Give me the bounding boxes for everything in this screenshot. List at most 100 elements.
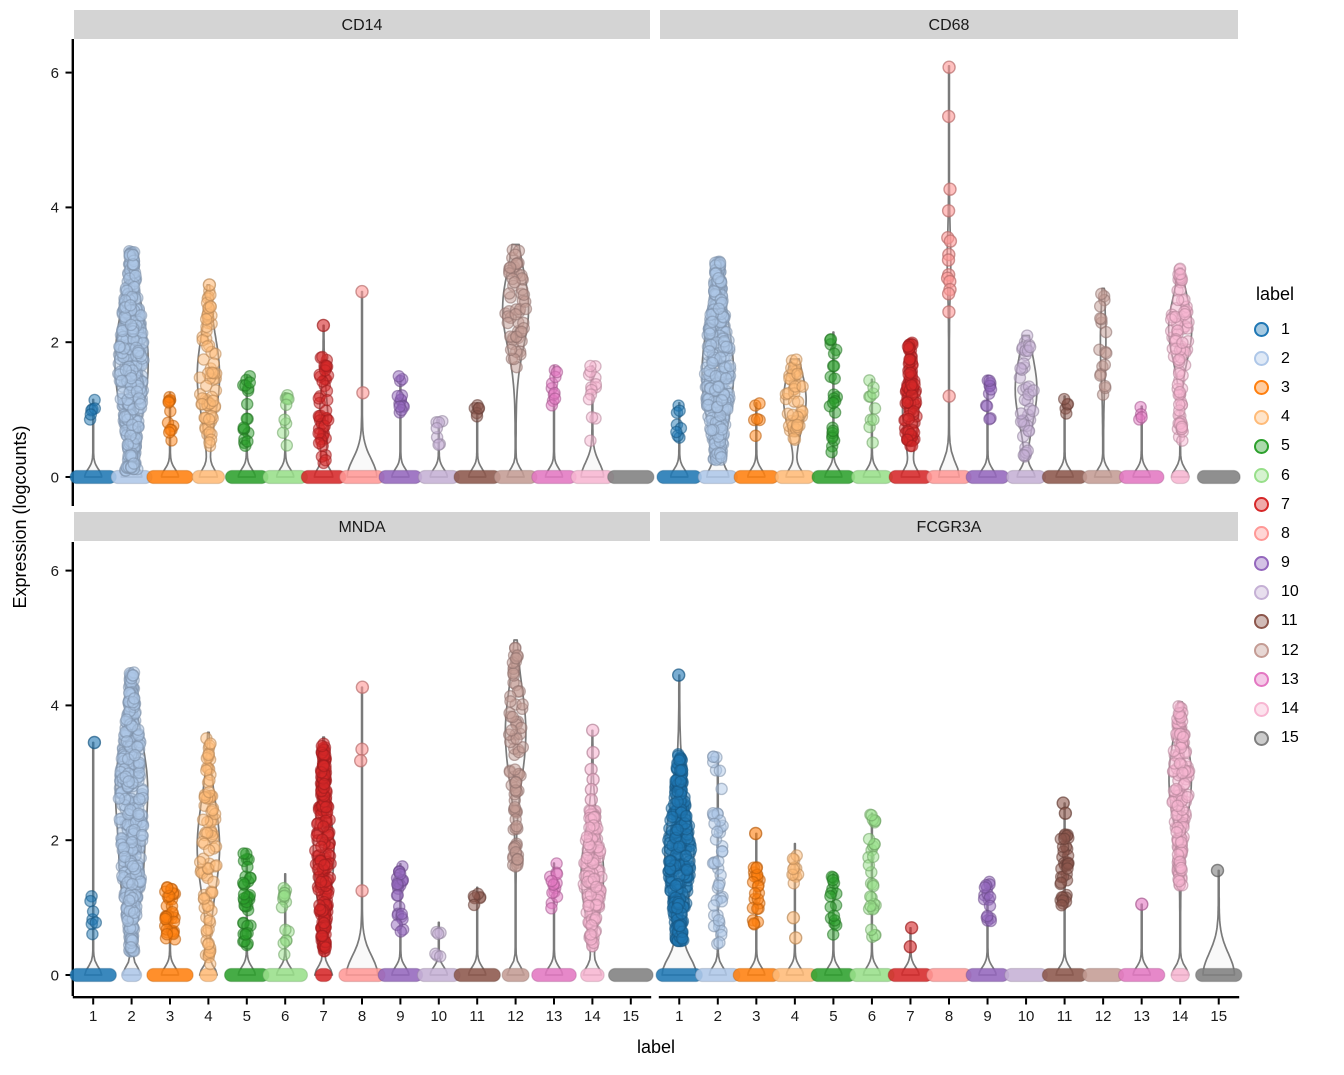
expression-dot xyxy=(791,367,804,381)
expression-dot xyxy=(669,879,682,892)
expression-dot xyxy=(129,269,142,283)
expression-dot xyxy=(241,860,254,874)
facet-strip-CD14 xyxy=(74,10,650,39)
expression-dot xyxy=(128,692,141,705)
expression-dot xyxy=(276,426,290,439)
expression-dot xyxy=(206,366,219,380)
expression-dot xyxy=(355,284,369,299)
expression-dot xyxy=(316,318,331,333)
x-tick-label: 4 xyxy=(791,1008,799,1025)
legend-label: 14 xyxy=(1281,700,1299,718)
expression-dot xyxy=(673,404,686,417)
expression-dot xyxy=(1098,379,1112,393)
expression-dot xyxy=(501,316,515,330)
expression-dot xyxy=(118,850,131,863)
expression-dot xyxy=(941,204,956,218)
y-tick-label: 6 xyxy=(51,563,59,580)
expression-dot xyxy=(670,425,683,439)
violin-CD14-13 xyxy=(531,363,577,485)
zero-expression-bar xyxy=(120,967,143,983)
expression-dot xyxy=(504,343,518,357)
expression-dot xyxy=(1175,420,1189,434)
violin-CD68-5 xyxy=(811,331,856,485)
expression-dot xyxy=(86,905,100,918)
expression-dot xyxy=(199,313,213,326)
legend-entry-14: 14 xyxy=(1254,694,1344,723)
expression-dot xyxy=(317,820,330,833)
legend-label: 5 xyxy=(1281,437,1290,455)
expression-dot xyxy=(511,853,524,866)
legend-dot-icon xyxy=(1254,438,1269,454)
zero-expression-bar xyxy=(453,967,501,983)
expression-dot xyxy=(391,389,405,403)
expression-dot xyxy=(582,392,596,406)
expression-dot xyxy=(202,844,216,857)
expression-dot xyxy=(241,435,254,448)
expression-dot xyxy=(121,438,135,451)
expression-dot xyxy=(787,432,800,445)
violin-FCGR3A-3 xyxy=(732,826,781,983)
expression-dot xyxy=(355,742,369,756)
violin-CD14-5 xyxy=(224,369,269,485)
zero-expression-bar xyxy=(1195,967,1243,983)
expression-dot xyxy=(673,919,687,933)
expression-dot xyxy=(750,412,764,426)
legend-dot-icon xyxy=(1254,672,1269,688)
expression-dot xyxy=(826,396,840,410)
expression-dot xyxy=(279,923,292,937)
expression-dot xyxy=(508,801,522,814)
expression-dot xyxy=(203,957,217,971)
expression-dot xyxy=(866,850,880,863)
expression-dot xyxy=(943,182,957,196)
expression-dot xyxy=(319,941,332,954)
expression-dot xyxy=(204,737,217,750)
expression-dot xyxy=(903,940,917,954)
expression-dot xyxy=(201,340,214,353)
expression-dot xyxy=(942,389,956,403)
violin-FCGR3A-10 xyxy=(1004,967,1049,983)
zero-expression-bar xyxy=(849,967,895,983)
expression-dot xyxy=(312,436,326,450)
legend-entry-10: 10 xyxy=(1254,578,1344,607)
expression-dot xyxy=(356,386,370,400)
legend-label: 10 xyxy=(1281,583,1299,601)
zero-expression-bar xyxy=(733,469,780,485)
violin-CD68-4 xyxy=(774,353,816,485)
expression-dot xyxy=(1095,287,1108,301)
expression-dot xyxy=(132,420,145,434)
x-tick-label: 3 xyxy=(752,1008,760,1025)
legend-label: 6 xyxy=(1281,466,1290,484)
expression-dot xyxy=(867,413,880,426)
violin-CD14-14 xyxy=(570,359,615,485)
facet-title: MNDA xyxy=(338,519,385,536)
expression-dot xyxy=(321,413,335,427)
expression-dot xyxy=(680,809,693,823)
violin-CD14-1 xyxy=(69,393,117,485)
expression-dot xyxy=(747,917,761,930)
expression-dot xyxy=(315,739,329,753)
zero-expression-bar xyxy=(1005,469,1047,485)
expression-dot xyxy=(942,109,956,124)
violin-CD14-12 xyxy=(493,243,538,485)
expression-dot xyxy=(705,423,718,437)
expression-dot xyxy=(134,309,148,322)
violin-CD68-1 xyxy=(656,399,703,485)
expression-dot xyxy=(132,807,145,820)
expression-dot xyxy=(319,454,332,467)
expression-dot xyxy=(239,928,252,941)
violin-MNDA-11 xyxy=(453,886,501,983)
expression-dot xyxy=(237,888,251,901)
zero-expression-bar xyxy=(1041,967,1088,983)
expression-dot xyxy=(1176,766,1189,780)
legend-dot-icon xyxy=(1254,351,1269,367)
violin-outline xyxy=(467,886,487,976)
expression-dot xyxy=(126,248,140,262)
violin-outline xyxy=(1132,903,1152,976)
expression-dot xyxy=(671,823,684,836)
zero-expression-bar xyxy=(501,967,530,983)
expression-dot xyxy=(703,345,716,358)
expression-dot xyxy=(127,457,141,470)
violin-FCGR3A-1 xyxy=(655,668,703,983)
expression-dot xyxy=(162,426,176,439)
